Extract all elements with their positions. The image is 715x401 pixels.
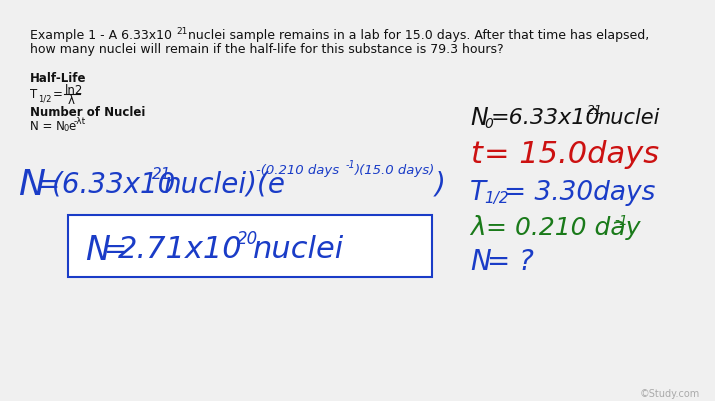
Text: =6.33x10: =6.33x10 — [491, 108, 601, 128]
Text: )(15.0 days): )(15.0 days) — [355, 164, 435, 177]
Text: Example 1 - A 6.33x10: Example 1 - A 6.33x10 — [30, 29, 172, 43]
Text: e: e — [68, 119, 75, 132]
Text: -1: -1 — [346, 160, 356, 170]
Text: = 15.0days: = 15.0days — [484, 140, 659, 169]
Text: ln2: ln2 — [65, 84, 84, 97]
Text: =: = — [36, 170, 59, 198]
Text: 21: 21 — [152, 167, 172, 182]
Text: (6.33x10: (6.33x10 — [52, 170, 177, 198]
Text: nuclei: nuclei — [597, 108, 659, 128]
Text: how many nuclei will remain if the half-life for this substance is 79.3 hours?: how many nuclei will remain if the half-… — [30, 43, 503, 57]
Text: nuclei: nuclei — [253, 235, 344, 264]
Text: nuclei sample remains in a lab for 15.0 days. After that time has elapsed,: nuclei sample remains in a lab for 15.0 … — [184, 29, 649, 43]
Text: 21: 21 — [176, 26, 187, 35]
Text: = 3.30days: = 3.30days — [504, 180, 656, 205]
Text: = ?: = ? — [487, 247, 534, 275]
Text: N: N — [470, 106, 488, 130]
Text: λ: λ — [68, 93, 75, 106]
Text: -(0.210 days: -(0.210 days — [256, 164, 339, 177]
Text: 20: 20 — [237, 229, 258, 247]
Text: Number of Nuclei: Number of Nuclei — [30, 105, 145, 118]
Text: -1: -1 — [614, 213, 628, 227]
Text: 0: 0 — [484, 117, 493, 131]
Text: ): ) — [435, 170, 446, 198]
Text: =: = — [53, 88, 63, 101]
Text: T: T — [470, 180, 486, 205]
Text: -λt: -λt — [74, 117, 87, 126]
Text: ©Study.com: ©Study.com — [640, 388, 700, 398]
Text: t: t — [470, 140, 482, 169]
Text: N: N — [470, 247, 490, 275]
Text: 2.71x10: 2.71x10 — [118, 235, 242, 264]
Text: N: N — [18, 168, 45, 201]
Text: T: T — [30, 88, 37, 101]
Text: 1/2: 1/2 — [38, 94, 51, 103]
Text: 1/2: 1/2 — [484, 191, 508, 206]
Text: nuclei)(e: nuclei)(e — [163, 170, 285, 198]
Text: N: N — [85, 233, 110, 266]
FancyBboxPatch shape — [68, 215, 432, 277]
Text: =: = — [103, 235, 127, 263]
Text: 21: 21 — [587, 104, 603, 117]
Text: Half-Life: Half-Life — [30, 71, 87, 84]
Text: 0: 0 — [63, 124, 68, 133]
Text: λ: λ — [470, 215, 485, 241]
Text: = 0.210 day: = 0.210 day — [486, 215, 641, 239]
Text: N = N: N = N — [30, 119, 65, 132]
